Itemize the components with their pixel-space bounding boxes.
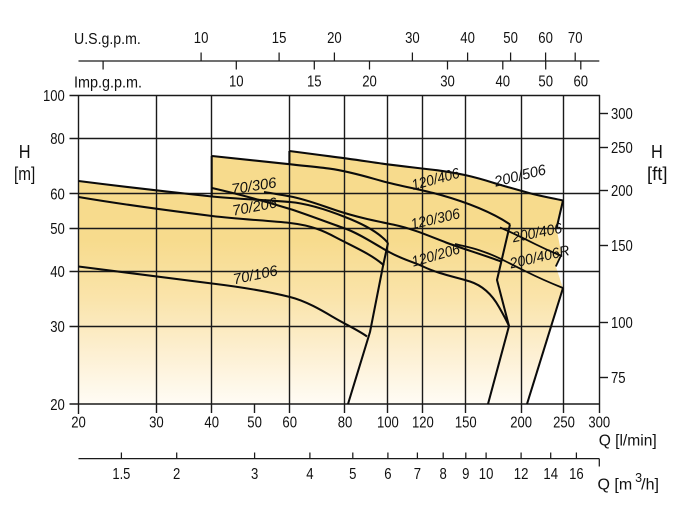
svg-text:2: 2 [173,466,180,483]
svg-text:150: 150 [455,415,477,432]
svg-text:300: 300 [588,415,610,432]
svg-text:10: 10 [229,73,244,90]
svg-text:3: 3 [251,466,258,483]
svg-text:8: 8 [440,466,447,483]
svg-text:100: 100 [611,315,633,332]
svg-text:H: H [19,141,31,162]
svg-text:20: 20 [362,73,377,90]
svg-text:150: 150 [611,238,633,255]
svg-text:U.S.g.p.m.: U.S.g.p.m. [74,31,141,48]
svg-text:200: 200 [510,415,532,432]
svg-text:40: 40 [50,264,65,281]
svg-text:250: 250 [611,140,633,157]
svg-text:Q [m3/h]: Q [m 3/h] [598,471,659,494]
svg-text:250: 250 [553,415,575,432]
svg-text:60: 60 [282,415,297,432]
svg-text:10: 10 [479,466,494,483]
svg-text:200/506: 200/506 [492,162,548,191]
svg-text:40: 40 [496,73,511,90]
svg-text:Imp.g.p.m.: Imp.g.p.m. [74,75,142,92]
svg-text:16: 16 [569,466,584,483]
svg-text:20: 20 [50,397,65,414]
svg-text:60: 60 [50,186,65,203]
svg-text:200: 200 [611,183,633,200]
svg-text:1.5: 1.5 [112,466,130,483]
svg-text:300: 300 [611,106,633,123]
svg-text:30: 30 [440,73,455,90]
svg-text:7: 7 [414,466,421,483]
svg-text:50: 50 [247,415,262,432]
svg-text:5: 5 [349,466,356,483]
svg-text:[m]: [m] [14,163,35,184]
svg-text:[ft]: [ft] [647,163,668,184]
svg-text:4: 4 [306,466,313,483]
svg-text:60: 60 [538,30,553,47]
svg-text:50: 50 [50,221,65,238]
svg-text:100: 100 [43,88,65,105]
svg-text:12: 12 [514,466,529,483]
svg-text:20: 20 [71,415,86,432]
svg-text:100: 100 [377,415,399,432]
svg-text:50: 50 [538,73,553,90]
svg-text:9: 9 [462,466,469,483]
svg-text:80: 80 [50,131,65,148]
svg-text:50: 50 [503,30,518,47]
svg-text:15: 15 [307,73,322,90]
svg-text:75: 75 [611,370,626,387]
svg-text:14: 14 [543,466,558,483]
svg-text:10: 10 [194,30,209,47]
svg-text:6: 6 [384,466,391,483]
svg-text:40: 40 [204,415,219,432]
svg-text:H: H [651,141,663,162]
svg-text:30: 30 [405,30,420,47]
svg-text:40: 40 [460,30,475,47]
svg-text:70/306: 70/306 [230,175,278,198]
svg-text:120: 120 [412,415,434,432]
svg-text:30: 30 [50,319,65,336]
svg-text:80: 80 [338,415,353,432]
svg-text:Q [l/min]: Q [l/min] [599,432,657,449]
svg-text:30: 30 [149,415,164,432]
svg-text:70: 70 [568,30,583,47]
svg-text:20: 20 [327,30,342,47]
svg-text:60: 60 [574,73,589,90]
svg-text:15: 15 [272,30,287,47]
